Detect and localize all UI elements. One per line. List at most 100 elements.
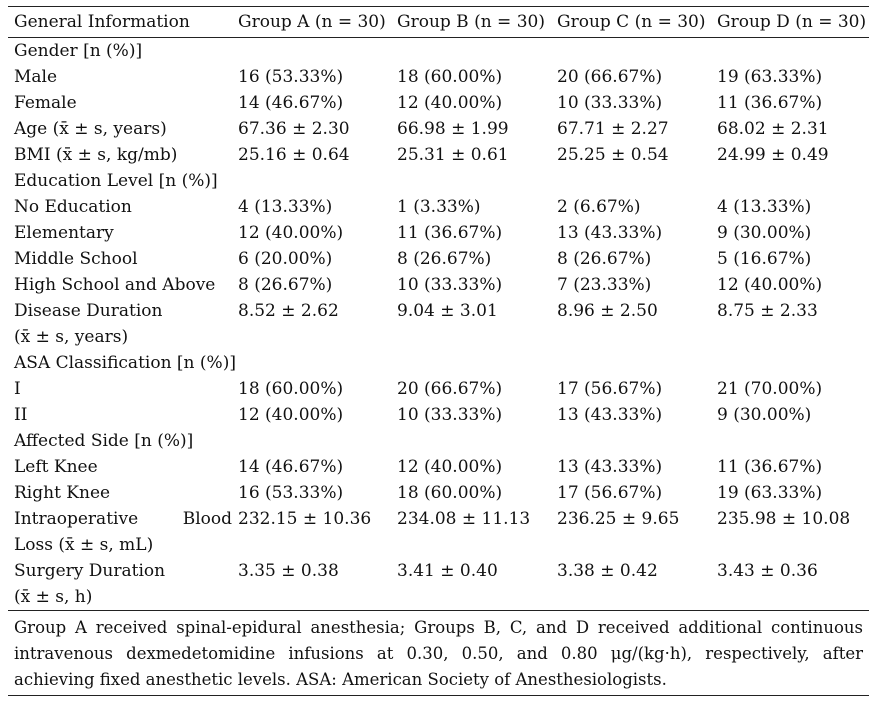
cell-group-b: 10 (33.33%) [397,275,503,295]
cell-group-a: 4 (13.33%) [238,197,333,217]
table-row: Male 16 (53.33%) 18 (60.00%) 20 (66.67%) 19 … [8,64,869,90]
table-row: Age (x̄ ± s, years) 67.36 ± 2.30 66.98 ± 1… [8,116,869,142]
cell-group-a: 14 (46.67%) [238,93,344,113]
row-label: Gender [n (%)] [14,41,143,61]
cell-group-c: 8.96 ± 2.50 [557,301,658,321]
cell-group-a: 8 (26.67%) [238,275,333,295]
table-row: I 18 (60.00%) 20 (66.67%) 17 (56.67%) 21 (70… [8,376,869,402]
row-label: Middle School [14,249,138,269]
cell-group-a: 232.15 ± 10.36 [238,509,372,529]
row-label: Female [14,93,77,113]
cell-group-b: 3.41 ± 0.40 [397,561,498,581]
table-row: Loss (x̄ ± s, mL) [8,532,869,558]
row-label: BMI (x̄ ± s, kg/mb) [14,145,178,165]
cell-group-c: 20 (66.67%) [557,67,663,87]
row-label: ASA Classification [n (%)] [14,353,236,373]
cell-group-a: 67.36 ± 2.30 [238,119,350,139]
row-label: Loss (x̄ ± s, mL) [14,535,154,555]
cell-group-d: 11 (36.67%) [717,457,823,477]
table-row: Affected Side [n (%)] [8,428,869,454]
cell-group-a: 25.16 ± 0.64 [238,145,350,165]
cell-group-a: 6 (20.00%) [238,249,333,269]
cell-group-d: 19 (63.33%) [717,483,823,503]
table-row: Middle School 6 (20.00%) 8 (26.67%) 8 (26.6… [8,246,869,272]
table-row: Left Knee 14 (46.67%) 12 (40.00%) 13 (43.33… [8,454,869,480]
cell-group-c: 25.25 ± 0.54 [557,145,669,165]
cell-group-b: 10 (33.33%) [397,405,503,425]
table-row: Gender [n (%)] [8,38,869,64]
table-row: No Education 4 (13.33%) 1 (3.33%) 2 (6.67%)… [8,194,869,220]
table-footnote: Group A received spinal-epidural anesthe… [14,618,863,689]
cell-group-a: 12 (40.00%) [238,223,344,243]
table-row: (x̄ ± s, years) [8,324,869,350]
cell-group-b: 25.31 ± 0.61 [397,145,509,165]
cell-group-c: 13 (43.33%) [557,457,663,477]
cell-group-c: 67.71 ± 2.27 [557,119,669,139]
cell-group-b: 12 (40.00%) [397,93,503,113]
cell-group-b: 18 (60.00%) [397,483,503,503]
header-group-d: Group D (n = 30) [717,12,867,32]
cell-group-d: 24.99 ± 0.49 [717,145,829,165]
cell-group-a: 3.35 ± 0.38 [238,561,339,581]
row-label: No Education [14,197,132,217]
cell-group-d: 9 (30.00%) [717,405,812,425]
row-label: Right Knee [14,483,111,503]
cell-group-a: 8.52 ± 2.62 [238,301,339,321]
bottom-rule [8,695,869,696]
row-label: Education Level [n (%)] [14,171,218,191]
row-label: High School and Above [14,275,216,295]
cell-group-c: 17 (56.67%) [557,379,663,399]
cell-group-c: 13 (43.33%) [557,223,663,243]
cell-group-d: 8.75 ± 2.33 [717,301,818,321]
cell-group-c: 17 (56.67%) [557,483,663,503]
cell-group-d: 12 (40.00%) [717,275,823,295]
row-label: Disease Duration [14,301,163,321]
cell-group-c: 3.38 ± 0.42 [557,561,658,581]
cell-group-c: 10 (33.33%) [557,93,663,113]
cell-group-b: 8 (26.67%) [397,249,492,269]
row-label: Male [14,67,58,87]
cell-group-a: 18 (60.00%) [238,379,344,399]
cell-group-d: 5 (16.67%) [717,249,812,269]
table-row: Disease Duration 8.52 ± 2.62 9.04 ± 3.01 8.… [8,298,869,324]
cell-group-c: 236.25 ± 9.65 [557,509,680,529]
cell-group-d: 3.43 ± 0.36 [717,561,818,581]
cell-group-d: 9 (30.00%) [717,223,812,243]
table-row: Elementary 12 (40.00%) 11 (36.67%) 13 (43.3… [8,220,869,246]
table-row: Right Knee 16 (53.33%) 18 (60.00%) 17 (56.6… [8,480,869,506]
cell-group-b: 9.04 ± 3.01 [397,301,498,321]
cell-group-b: 12 (40.00%) [397,457,503,477]
row-label: Left Knee [14,457,98,477]
row-label: Elementary [14,223,114,243]
table-header: General Information Group A (n = 30) Gro… [8,7,869,37]
row-label: Intraoperative Blood [8,509,238,529]
table-row: II 12 (40.00%) 10 (33.33%) 13 (43.33%) 9 (30… [8,402,869,428]
cell-group-b: 11 (36.67%) [397,223,503,243]
row-label: II [14,405,28,425]
cell-group-a: 16 (53.33%) [238,483,344,503]
cell-group-b: 66.98 ± 1.99 [397,119,509,139]
cell-group-d: 19 (63.33%) [717,67,823,87]
table-row: (x̄ ± s, h) [8,584,869,610]
row-label: I [14,379,21,399]
table-row: Surgery Duration 3.35 ± 0.38 3.41 ± 0.40 3.… [8,558,869,584]
cell-group-c: 7 (23.33%) [557,275,652,295]
cell-group-a: 16 (53.33%) [238,67,344,87]
table-row: BMI (x̄ ± s, kg/mb) 25.16 ± 0.64 25.31 ± 0… [8,142,869,168]
body-rule [8,610,869,611]
table-row: Intraoperative Blood 232.15 ± 10.36 234.08 … [8,506,869,532]
header-group-c: Group C (n = 30) [557,12,706,32]
cell-group-c: 13 (43.33%) [557,405,663,425]
header-group-b: Group B (n = 30) [397,12,545,32]
row-label: (x̄ ± s, years) [14,327,129,347]
cell-group-c: 2 (6.67%) [557,197,641,217]
cell-group-d: 21 (70.00%) [717,379,823,399]
table-body: Gender [n (%)] Male 16 (53.33%) 18 (60.00%)… [8,38,869,610]
table-row: Education Level [n (%)] [8,168,869,194]
top-rule [8,6,869,7]
header-general-information: General Information [14,12,190,32]
cell-group-b: 234.08 ± 11.13 [397,509,531,529]
row-label: Surgery Duration [14,561,166,581]
table-row: Female 14 (46.67%) 12 (40.00%) 10 (33.33%) 1… [8,90,869,116]
cell-group-a: 12 (40.00%) [238,405,344,425]
